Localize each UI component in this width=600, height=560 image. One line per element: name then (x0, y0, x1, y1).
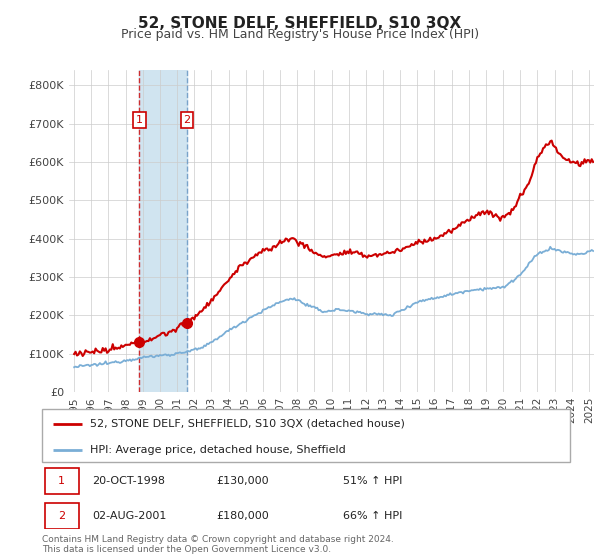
Text: £180,000: £180,000 (216, 511, 269, 521)
FancyBboxPatch shape (44, 503, 79, 529)
Text: 1: 1 (136, 115, 143, 125)
Text: 51% ↑ HPI: 51% ↑ HPI (343, 476, 403, 486)
Text: 2: 2 (184, 115, 191, 125)
Text: 52, STONE DELF, SHEFFIELD, S10 3QX: 52, STONE DELF, SHEFFIELD, S10 3QX (139, 16, 461, 31)
Text: £130,000: £130,000 (216, 476, 269, 486)
Text: 52, STONE DELF, SHEFFIELD, S10 3QX (detached house): 52, STONE DELF, SHEFFIELD, S10 3QX (deta… (89, 419, 404, 429)
Text: 02-AUG-2001: 02-AUG-2001 (92, 511, 167, 521)
Text: Contains HM Land Registry data © Crown copyright and database right 2024.
This d: Contains HM Land Registry data © Crown c… (42, 535, 394, 554)
Text: 66% ↑ HPI: 66% ↑ HPI (343, 511, 403, 521)
Text: 20-OCT-1998: 20-OCT-1998 (92, 476, 165, 486)
Text: Price paid vs. HM Land Registry's House Price Index (HPI): Price paid vs. HM Land Registry's House … (121, 28, 479, 41)
Text: 1: 1 (58, 476, 65, 486)
Text: HPI: Average price, detached house, Sheffield: HPI: Average price, detached house, Shef… (89, 445, 345, 455)
Bar (139, 70, 187, 392)
FancyBboxPatch shape (44, 468, 79, 494)
Text: 2: 2 (58, 511, 65, 521)
